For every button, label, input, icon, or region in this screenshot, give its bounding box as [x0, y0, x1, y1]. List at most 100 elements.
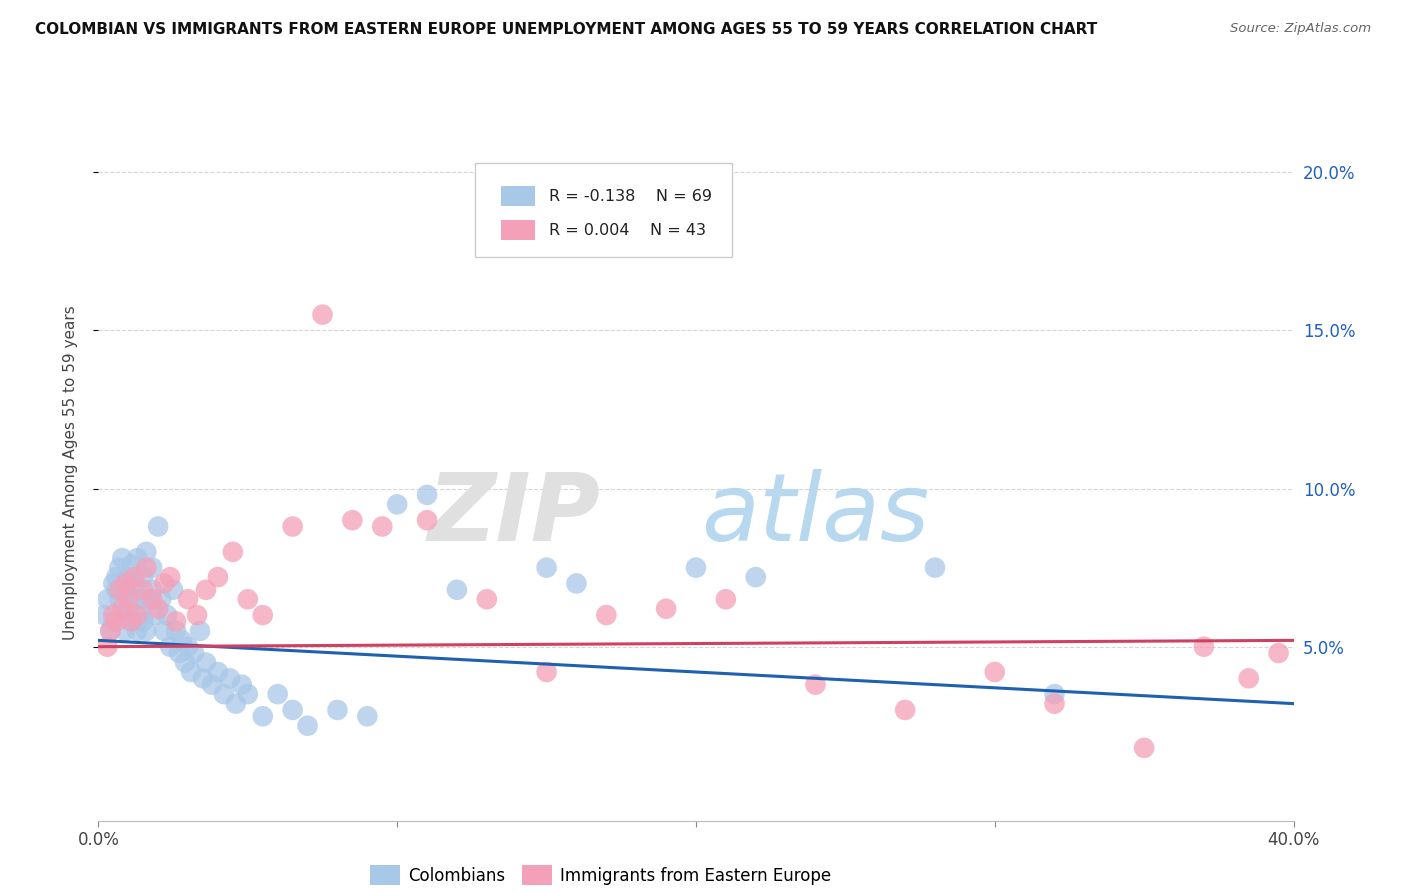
- Point: [111, 601, 134, 615]
- Point: [105, 615, 128, 629]
- Point: [105, 582, 128, 597]
- Point: [120, 615, 142, 629]
- Point: [129, 592, 152, 607]
- Point: [132, 570, 155, 584]
- Point: [222, 545, 245, 559]
- Point: [124, 592, 146, 607]
- Text: COLOMBIAN VS IMMIGRANTS FROM EASTERN EUROPE UNEMPLOYMENT AMONG AGES 55 TO 59 YEA: COLOMBIAN VS IMMIGRANTS FROM EASTERN EUR…: [35, 22, 1098, 37]
- Text: ZIP: ZIP: [427, 468, 600, 560]
- Point: [195, 582, 218, 597]
- Point: [685, 560, 707, 574]
- Text: R = 0.004    N = 43: R = 0.004 N = 43: [548, 223, 706, 238]
- Point: [141, 582, 163, 597]
- Point: [416, 513, 439, 527]
- Point: [153, 624, 176, 638]
- Point: [114, 624, 136, 638]
- Point: [236, 592, 259, 607]
- Point: [177, 592, 200, 607]
- Point: [148, 601, 170, 615]
- Text: R = -0.138    N = 69: R = -0.138 N = 69: [548, 189, 711, 204]
- Point: [103, 576, 125, 591]
- Point: [195, 656, 218, 670]
- Point: [188, 624, 211, 638]
- Point: [135, 545, 157, 559]
- Point: [105, 570, 128, 584]
- Point: [141, 592, 163, 607]
- Point: [475, 592, 498, 607]
- Point: [132, 582, 155, 597]
- Point: [191, 671, 214, 685]
- Point: [1267, 646, 1289, 660]
- Point: [135, 624, 157, 638]
- Point: [311, 308, 333, 322]
- Point: [252, 709, 274, 723]
- Point: [156, 608, 179, 623]
- Point: [745, 570, 768, 584]
- Point: [108, 560, 131, 574]
- Point: [117, 592, 139, 607]
- FancyBboxPatch shape: [501, 220, 534, 240]
- Point: [225, 697, 247, 711]
- Point: [183, 646, 205, 660]
- Point: [148, 519, 170, 533]
- Point: [96, 592, 118, 607]
- Point: [108, 592, 131, 607]
- Point: [1133, 740, 1156, 755]
- Point: [114, 582, 136, 597]
- Point: [1192, 640, 1215, 654]
- Point: [93, 608, 115, 623]
- Point: [165, 624, 187, 638]
- Point: [714, 592, 737, 607]
- Point: [201, 678, 224, 692]
- Point: [150, 592, 173, 607]
- Point: [174, 656, 197, 670]
- Point: [135, 560, 157, 574]
- Point: [984, 665, 1007, 679]
- Point: [103, 615, 125, 629]
- Point: [565, 576, 588, 591]
- FancyBboxPatch shape: [475, 163, 733, 257]
- Point: [100, 624, 122, 638]
- Point: [96, 640, 118, 654]
- Point: [536, 665, 558, 679]
- Point: [159, 570, 181, 584]
- Point: [804, 678, 827, 692]
- Point: [446, 582, 468, 597]
- Y-axis label: Unemployment Among Ages 55 to 59 years: Unemployment Among Ages 55 to 59 years: [63, 305, 77, 640]
- Point: [167, 646, 190, 660]
- Point: [924, 560, 946, 574]
- Point: [281, 703, 304, 717]
- Point: [127, 608, 149, 623]
- Point: [356, 709, 378, 723]
- Point: [177, 640, 200, 654]
- Point: [129, 608, 152, 623]
- Point: [416, 488, 439, 502]
- Point: [186, 608, 208, 623]
- Point: [114, 576, 136, 591]
- Point: [103, 608, 125, 623]
- Point: [231, 678, 253, 692]
- Point: [127, 551, 149, 566]
- Point: [111, 608, 134, 623]
- Text: Source: ZipAtlas.com: Source: ZipAtlas.com: [1230, 22, 1371, 36]
- Point: [207, 665, 229, 679]
- Point: [162, 582, 184, 597]
- Point: [143, 608, 166, 623]
- Point: [236, 687, 259, 701]
- Point: [100, 624, 122, 638]
- Point: [385, 497, 409, 511]
- Point: [141, 560, 163, 574]
- Point: [595, 608, 617, 623]
- Point: [252, 608, 274, 623]
- Point: [219, 671, 242, 685]
- Point: [153, 576, 176, 591]
- Point: [124, 570, 146, 584]
- Point: [165, 615, 187, 629]
- Legend: Colombians, Immigrants from Eastern Europe: Colombians, Immigrants from Eastern Euro…: [370, 865, 831, 886]
- Point: [267, 687, 290, 701]
- Point: [111, 551, 134, 566]
- Text: atlas: atlas: [702, 469, 929, 560]
- Point: [132, 615, 155, 629]
- Point: [536, 560, 558, 574]
- Point: [212, 687, 235, 701]
